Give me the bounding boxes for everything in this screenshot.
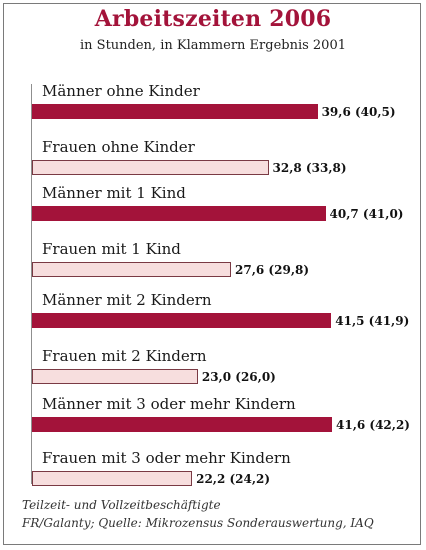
category-label: Männer mit 1 Kind bbox=[42, 184, 186, 202]
footnote-line-2: FR/Galanty; Quelle: Mikrozensus Sonderau… bbox=[22, 516, 374, 530]
bar bbox=[32, 206, 326, 221]
data-label: 27,6 (29,8) bbox=[235, 263, 310, 277]
bar bbox=[32, 160, 269, 175]
footnote-line-1: Teilzeit- und Vollzeitbeschäftigte bbox=[22, 498, 221, 512]
data-label: 39,6 (40,5) bbox=[321, 105, 396, 119]
category-label: Frauen mit 3 oder mehr Kindern bbox=[42, 449, 291, 467]
category-label: Frauen ohne Kinder bbox=[42, 138, 195, 156]
data-label: 41,5 (41,9) bbox=[335, 314, 410, 328]
data-label: 32,8 (33,8) bbox=[272, 161, 347, 175]
data-label: 23,0 (26,0) bbox=[201, 370, 276, 384]
bar bbox=[32, 262, 232, 277]
bar bbox=[32, 104, 318, 119]
footnote: Teilzeit- und Vollzeitbeschäftigte FR/Ga… bbox=[22, 496, 374, 532]
chart-title: Arbeitszeiten 2006 bbox=[94, 6, 332, 32]
data-label: 40,7 (41,0) bbox=[329, 207, 404, 221]
bar bbox=[32, 417, 332, 432]
bar bbox=[32, 471, 193, 486]
category-label: Männer mit 2 Kindern bbox=[42, 291, 212, 309]
data-label: 22,2 (24,2) bbox=[196, 472, 271, 486]
bar bbox=[32, 369, 198, 384]
category-label: Männer mit 3 oder mehr Kindern bbox=[42, 395, 296, 413]
category-label: Frauen mit 1 Kind bbox=[42, 240, 181, 258]
chart-subtitle: in Stunden, in Klammern Ergebnis 2001 bbox=[80, 38, 346, 53]
category-label: Frauen mit 2 Kindern bbox=[42, 347, 207, 365]
bar bbox=[32, 313, 332, 328]
category-label: Männer ohne Kinder bbox=[42, 82, 200, 100]
data-label: 41,6 (42,2) bbox=[336, 418, 410, 432]
category-axis-line bbox=[31, 84, 32, 484]
